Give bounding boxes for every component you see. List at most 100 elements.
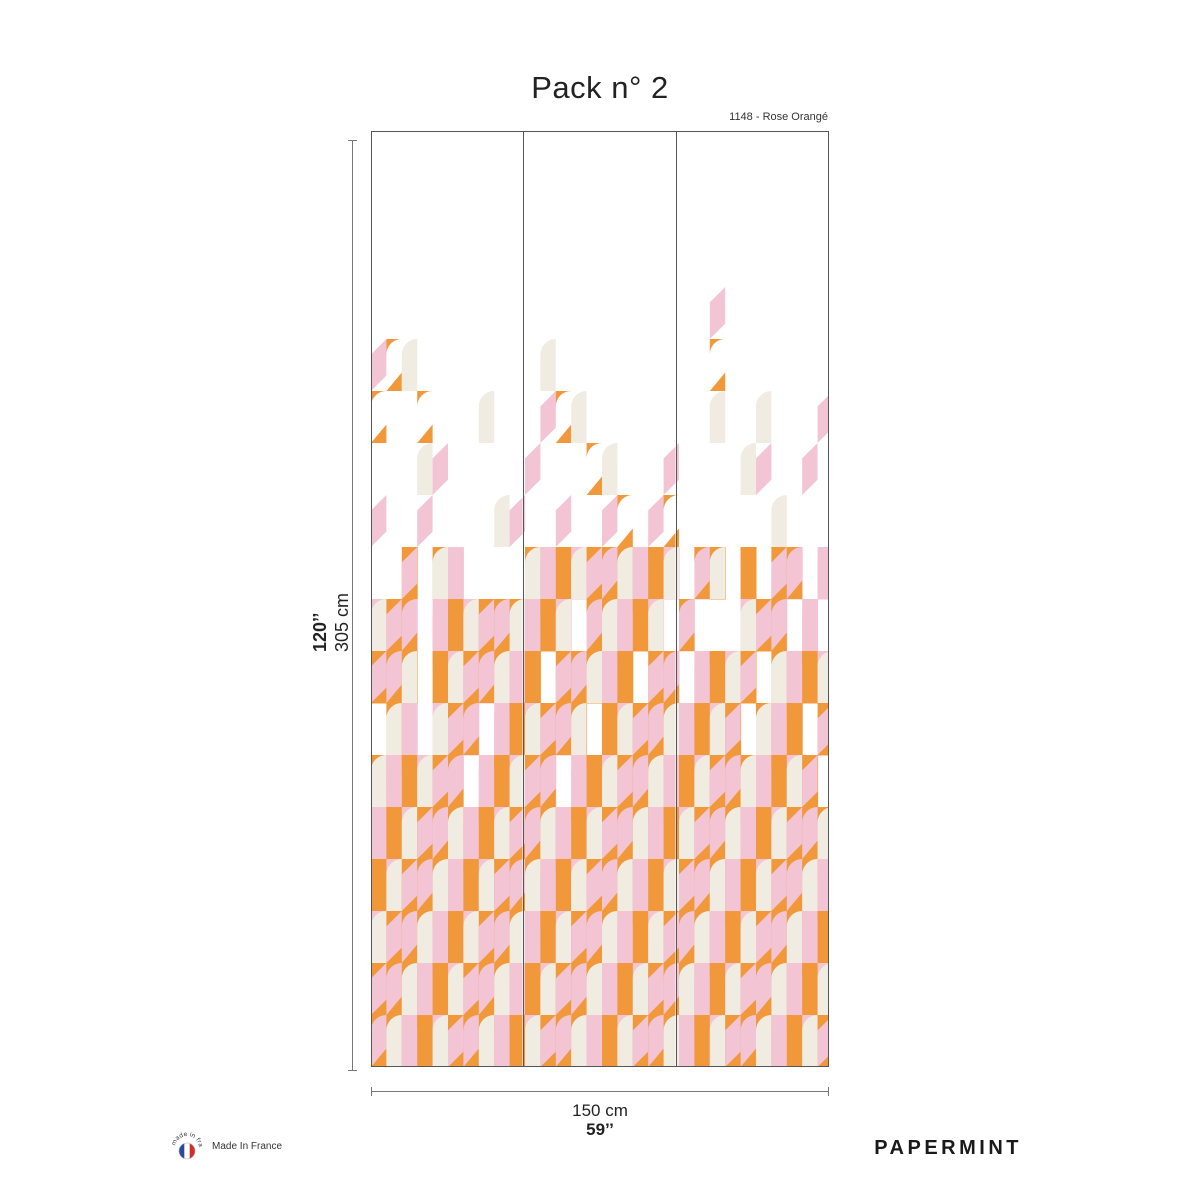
pattern-tile-cream <box>463 911 479 963</box>
pattern-tile-pink <box>371 339 387 391</box>
pattern-tile-cream <box>756 391 772 443</box>
wallpaper-pattern <box>371 131 829 1067</box>
pattern-tile-orange <box>540 755 556 807</box>
pattern-tile-orange <box>509 703 525 755</box>
pattern-tile-pink <box>386 755 402 807</box>
pattern-tile-pink <box>371 495 387 547</box>
pattern-tile-pink <box>525 755 541 807</box>
pattern-tile-pink <box>756 755 772 807</box>
pattern-tile-cream <box>740 443 756 495</box>
pattern-tile-pink <box>771 859 787 911</box>
pattern-tile-orange <box>694 547 710 599</box>
pattern-tile-orange <box>602 703 618 755</box>
pattern-tile-orange <box>509 1015 525 1067</box>
pattern-tile-orange <box>555 391 572 443</box>
pattern-tile-pink <box>401 703 418 755</box>
pattern-tile-orange <box>740 547 756 599</box>
pattern-tile-orange <box>709 963 726 1015</box>
pattern-tile-cream <box>648 755 664 807</box>
pattern-tile-orange <box>555 859 572 911</box>
pattern-tile-cream <box>571 859 587 911</box>
pattern-tile-cream <box>478 1015 495 1067</box>
height-dimension-tick-bottom <box>348 1070 357 1071</box>
pattern-tile-pink <box>494 703 510 755</box>
pattern-tile-pink <box>494 859 510 911</box>
pattern-tile-cream <box>371 599 387 651</box>
pattern-tile-orange <box>571 963 587 1015</box>
pattern-tile-pink <box>694 651 710 703</box>
pattern-tile-pink <box>586 859 602 911</box>
pattern-tile-pink <box>679 703 695 755</box>
pattern-tile-cream <box>648 911 664 963</box>
pattern-tile-orange <box>555 1015 572 1067</box>
pattern-tile-cream <box>540 807 556 859</box>
pattern-tile-cream <box>786 911 803 963</box>
pattern-tile-cream <box>432 1015 448 1067</box>
pattern-tile-cream <box>509 911 525 963</box>
pattern-tile-cream <box>417 911 433 963</box>
pattern-tile-cream <box>432 859 448 911</box>
pattern-tile-cream <box>540 339 556 391</box>
pattern-tile-pink <box>417 963 433 1015</box>
pattern-tile-cream <box>571 547 587 599</box>
pattern-tile-orange <box>709 339 726 391</box>
pattern-tile-orange <box>586 911 602 963</box>
pattern-tile-cream <box>586 651 602 703</box>
pattern-tile-orange <box>540 599 556 651</box>
pattern-tile-pink <box>586 1015 602 1067</box>
pattern-tile-cream <box>694 755 710 807</box>
pattern-tile-cream <box>663 703 679 755</box>
pattern-tile-orange <box>571 807 587 859</box>
pattern-tile-pink <box>740 651 756 703</box>
pattern-tile-orange <box>694 703 710 755</box>
pattern-tile-cream <box>401 807 418 859</box>
pattern-tile-orange <box>740 1015 756 1067</box>
pattern-tile-cream <box>448 807 464 859</box>
wallpaper-mural <box>371 131 829 1067</box>
pattern-tile-pink <box>617 599 633 651</box>
pattern-tile-orange <box>786 859 803 911</box>
pattern-tile-cream <box>448 651 464 703</box>
pattern-tile-cream <box>386 1015 402 1067</box>
pattern-tile-orange <box>602 547 618 599</box>
pattern-tile-cream <box>417 443 433 495</box>
pattern-tile-pink <box>448 1015 464 1067</box>
pattern-tile-orange <box>617 651 633 703</box>
pattern-tile-cream <box>494 495 510 547</box>
pattern-tile-pink <box>371 963 387 1015</box>
page-title: Pack n° 2 <box>531 70 669 105</box>
width-inches: 59’’ <box>586 1120 614 1139</box>
pattern-tile-pink <box>679 859 695 911</box>
pattern-tile-pink <box>802 443 818 495</box>
pattern-tile-orange <box>617 495 633 547</box>
product-reference: 1148 - Rose Orangé <box>729 111 828 123</box>
pattern-tile-orange <box>571 651 587 703</box>
pattern-tile-orange <box>509 859 525 911</box>
pattern-tile-cream <box>632 963 649 1015</box>
pattern-tile-pink <box>401 859 418 911</box>
pattern-tile-pink <box>417 807 433 859</box>
pattern-tile-orange <box>555 703 572 755</box>
pattern-tile-orange <box>417 859 433 911</box>
height-inches: 120’’ <box>310 612 330 652</box>
pattern-tile-pink <box>478 911 495 963</box>
pattern-tile-cream <box>555 911 572 963</box>
pattern-tile-orange <box>679 599 695 651</box>
pattern-tile-cream <box>709 547 726 599</box>
pattern-tile-pink <box>756 599 772 651</box>
pattern-tile-orange <box>401 755 418 807</box>
pattern-tile-pink <box>478 599 495 651</box>
pattern-tile-cream <box>771 495 787 547</box>
height-dimension-tick-top <box>348 140 357 141</box>
pattern-tile-orange <box>632 755 649 807</box>
pattern-tile-pink <box>432 443 448 495</box>
pattern-tile-pink <box>756 911 772 963</box>
pattern-tile-cream <box>725 807 741 859</box>
pattern-tile-cream <box>571 703 587 755</box>
pattern-tile-cream <box>478 391 495 443</box>
pattern-tile-cream <box>694 911 710 963</box>
pattern-tile-orange <box>478 963 495 1015</box>
pattern-tile-pink <box>756 443 772 495</box>
pattern-tile-pink <box>694 807 710 859</box>
pattern-tile-orange <box>401 911 418 963</box>
